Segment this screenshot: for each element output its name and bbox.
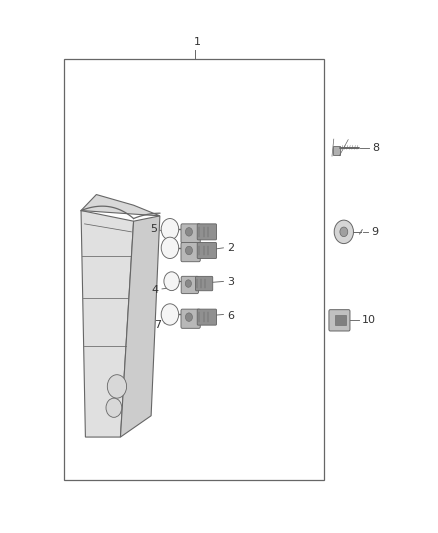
Bar xyxy=(335,315,346,325)
Text: 8: 8 xyxy=(372,143,379,152)
Text: 3: 3 xyxy=(227,277,234,287)
FancyBboxPatch shape xyxy=(181,309,200,328)
FancyBboxPatch shape xyxy=(181,243,200,262)
FancyBboxPatch shape xyxy=(181,276,198,294)
Circle shape xyxy=(334,220,353,244)
FancyBboxPatch shape xyxy=(197,224,216,240)
Text: 10: 10 xyxy=(362,315,376,325)
Circle shape xyxy=(164,272,179,290)
Circle shape xyxy=(185,246,192,255)
Text: 6: 6 xyxy=(227,311,234,320)
FancyBboxPatch shape xyxy=(181,224,200,243)
Polygon shape xyxy=(81,211,134,437)
Circle shape xyxy=(161,304,179,325)
Bar xyxy=(64,59,324,480)
FancyBboxPatch shape xyxy=(329,310,350,331)
Circle shape xyxy=(185,313,192,321)
Text: 4: 4 xyxy=(152,286,159,295)
Circle shape xyxy=(185,280,191,287)
Circle shape xyxy=(161,219,179,240)
Text: 5: 5 xyxy=(150,224,157,234)
Text: 7: 7 xyxy=(154,320,161,330)
Circle shape xyxy=(106,398,122,417)
FancyBboxPatch shape xyxy=(195,277,213,290)
Polygon shape xyxy=(81,195,160,216)
Circle shape xyxy=(161,237,179,259)
Circle shape xyxy=(107,375,127,398)
Circle shape xyxy=(185,228,192,236)
FancyBboxPatch shape xyxy=(197,243,216,259)
Circle shape xyxy=(340,227,348,237)
Bar xyxy=(333,146,340,155)
Text: 9: 9 xyxy=(371,227,378,237)
Text: 1: 1 xyxy=(194,37,201,47)
Text: 2: 2 xyxy=(227,244,234,253)
Polygon shape xyxy=(120,216,160,437)
FancyBboxPatch shape xyxy=(197,309,216,325)
